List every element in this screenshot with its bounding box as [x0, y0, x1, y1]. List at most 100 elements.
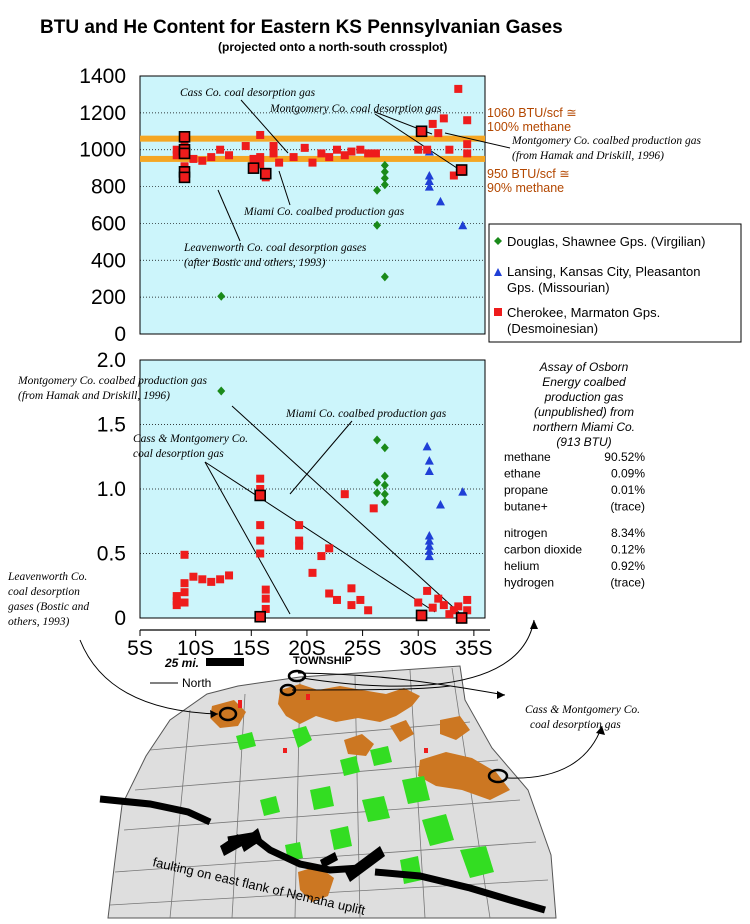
assay-row-value: (trace) [610, 500, 645, 514]
map-callout-b: coal desorption gas [530, 719, 621, 731]
btu-point-desmoinesian [347, 147, 356, 156]
helium-highlighted-point [455, 612, 468, 624]
helium-point-desmoinesian [356, 595, 365, 604]
btu-y-tick: 800 [91, 176, 126, 199]
btu-point-desmoinesian [289, 153, 298, 162]
helium-point-desmoinesian [180, 579, 189, 588]
assay-title-4: northern Miami Co. [533, 420, 635, 434]
btu-point-desmoinesian [463, 140, 472, 149]
helium-point-desmoinesian [463, 595, 472, 604]
btu-point-desmoinesian [423, 145, 432, 154]
scale-bar [206, 658, 244, 666]
helium-point-desmoinesian [256, 521, 265, 530]
assay-title-3: (unpublished) from [534, 405, 634, 419]
legend-item-desmoinesian-b: (Desmoinesian) [507, 321, 598, 336]
btu-point-desmoinesian [414, 145, 423, 154]
helium-point-desmoinesian [325, 544, 334, 553]
fault-blocks [220, 828, 385, 882]
btu-anno-leavenworth-ref: (after Bostic and others, 1993) [184, 257, 326, 269]
x-tick-label: 5S [127, 637, 153, 660]
btu-point-virgilian [380, 272, 389, 282]
btu-highlighted-point [178, 171, 191, 184]
btu-annotation-lines [217, 99, 511, 242]
legend-item-virgilian: Douglas, Shawnee Gps. (Virgilian) [507, 234, 705, 249]
helium-point-desmoinesian [198, 575, 207, 584]
helium-point-desmoinesian [332, 595, 341, 604]
btu-point-desmoinesian [256, 130, 265, 139]
btu-y-tick: 600 [91, 212, 126, 235]
helium-point-missourian [424, 541, 434, 550]
btu-point-virgilian [380, 167, 389, 177]
helium-point-missourian [422, 441, 432, 451]
helium-point-virgilian [373, 478, 382, 488]
btu-highlighted-point [259, 167, 272, 180]
helium-anno-leavenworth-c: gases (Bostic and [8, 601, 89, 613]
btu-highlighted-points [178, 125, 468, 184]
helium-point-desmoinesian [414, 598, 423, 607]
btu-anno-leavenworth: Leavenworth Co. coal desorption gases [183, 242, 367, 254]
helium-point-missourian [424, 546, 434, 555]
assay-row-value: 0.12% [611, 543, 645, 557]
helium-point-desmoinesian [225, 571, 234, 580]
btu-highlighted-point [178, 147, 191, 160]
btu-y-ticks: 0 200 400 600 800 1000 1200 1400 [79, 65, 126, 346]
helium-grid [140, 424, 485, 554]
btu-point-desmoinesian [241, 142, 250, 151]
helium-point-desmoinesian [325, 589, 334, 598]
btu-point-desmoinesian [269, 149, 278, 158]
btu-point-desmoinesian [463, 116, 472, 125]
helium-point-desmoinesian [256, 474, 265, 483]
btu-point-desmoinesian [364, 149, 373, 158]
x-axis-label: TOWNSHIP [293, 655, 352, 667]
assay-row-name: hydrogen [504, 576, 554, 590]
btu-point-desmoinesian [371, 149, 380, 158]
x-tick-label: 15S [233, 637, 270, 660]
ref-label-950-a: 950 BTU/scf ≅ [487, 167, 570, 181]
helium-point-desmoinesian [434, 594, 443, 603]
helium-point-desmoinesian [439, 601, 448, 610]
assay-row-value: (trace) [610, 576, 645, 590]
assay-row-name: propane [504, 483, 548, 497]
helium-point-desmoinesian [295, 541, 304, 550]
btu-point-desmoinesian [308, 158, 317, 167]
helium-highlighted-point [415, 609, 428, 622]
helium-point-virgilian [373, 488, 382, 498]
helium-point-missourian [424, 536, 434, 545]
assay-row-name: nitrogen [504, 526, 547, 540]
btu-point-desmoinesian [445, 145, 454, 154]
btu-point-desmoinesian [428, 119, 437, 128]
assay-title-0: Assay of Osborn [539, 360, 629, 374]
chart-subtitle: (projected onto a north-south crossplot) [218, 40, 447, 54]
btu-anno-montgomery-production: Montgomery Co. coalbed production gas [511, 135, 702, 147]
btu-plot-area [139, 75, 486, 335]
btu-point-desmoinesian [300, 143, 309, 152]
helium-point-desmoinesian [369, 504, 378, 513]
helium-point-desmoinesian [172, 592, 181, 601]
helium-point-missourian [424, 530, 434, 540]
btu-grid [140, 112, 485, 298]
helium-point-desmoinesian [256, 549, 265, 558]
btu-y-tick: 1400 [79, 65, 126, 88]
btu-point-desmoinesian [434, 129, 443, 138]
btu-anno-cass: Cass Co. coal desorption gas [180, 87, 316, 99]
legend-item-desmoinesian-a: Cherokee, Marmaton Gps. [507, 305, 660, 320]
helium-point-desmoinesian [347, 601, 356, 610]
helium-point-missourian [435, 499, 445, 509]
legend-box [488, 223, 742, 343]
helium-y-ticks: 0 0.5 1.0 1.5 2.0 [97, 349, 126, 630]
assay-box: Assay of Osborn Energy coalbed productio… [504, 360, 645, 590]
reference-line [140, 135, 485, 142]
ref-label-1060-a: 1060 BTU/scf ≅ [487, 106, 577, 120]
coal-bed-areas [210, 684, 510, 902]
btu-point-desmoinesian [216, 145, 225, 154]
arrowheads [210, 620, 605, 735]
helium-y-tick: 1.0 [97, 478, 126, 501]
helium-anno-cass-montgomery-a: Cass & Montgomery Co. [133, 433, 248, 445]
assay-row-value: 8.34% [611, 526, 645, 540]
legend-item-missourian-b: Gps. (Missourian) [507, 280, 610, 295]
btu-y-tick: 200 [91, 286, 126, 309]
helium-point-virgilian [380, 443, 389, 453]
helium-point-desmoinesian [445, 610, 454, 619]
btu-point-virgilian [380, 180, 389, 190]
